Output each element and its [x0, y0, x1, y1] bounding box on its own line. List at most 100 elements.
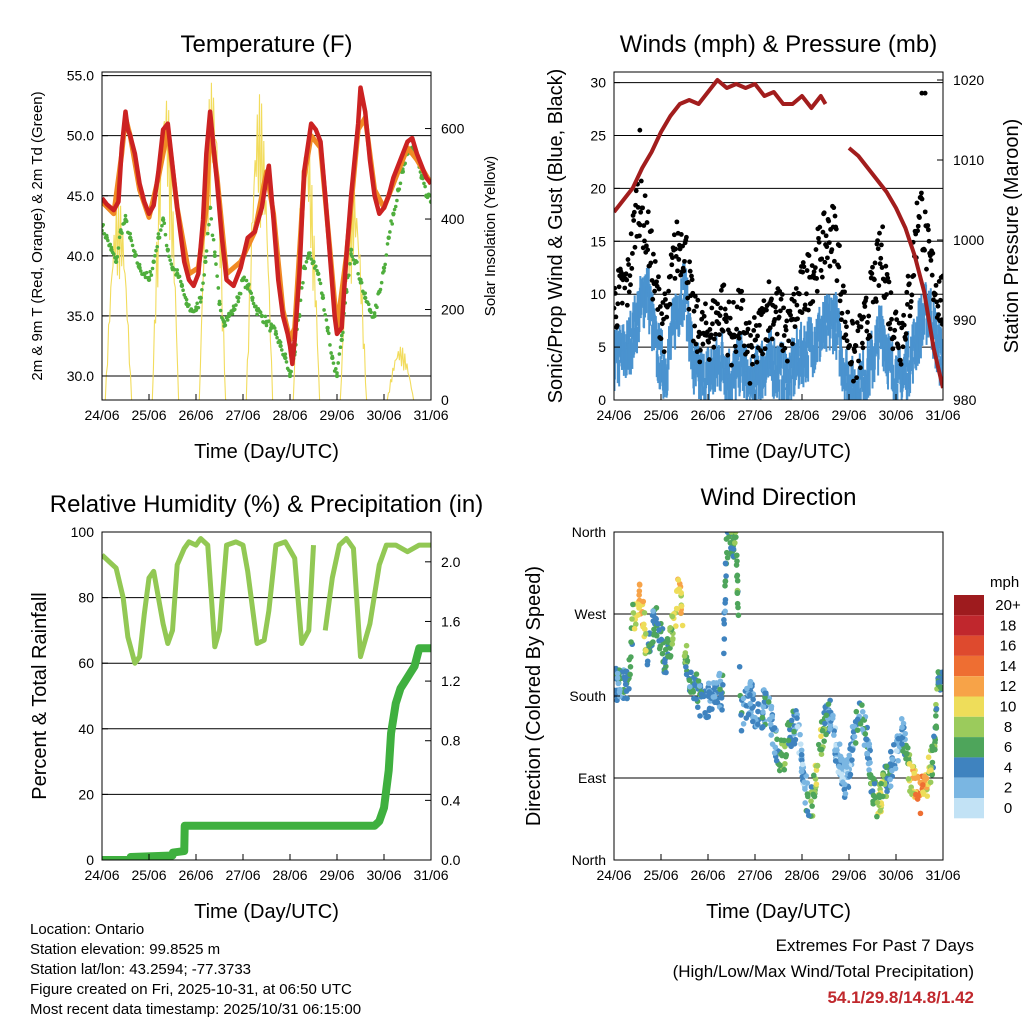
gust-point [862, 304, 868, 309]
gust-point [709, 305, 715, 311]
gust-point [826, 218, 832, 224]
dewpoint-point [275, 335, 279, 340]
gust-point [769, 296, 774, 302]
direction-point [760, 724, 766, 730]
dewpoint-point [201, 281, 205, 285]
gust-point [932, 291, 938, 297]
gust-point [829, 247, 835, 253]
location-text: Location: Ontario [30, 921, 145, 938]
winds-x-tick-label: 26/06 [690, 407, 725, 423]
winds-right-y-tick-label: 990 [953, 312, 977, 328]
dewpoint-point [428, 193, 431, 198]
dewpoint-point [123, 213, 128, 218]
gust-point [751, 315, 757, 320]
direction-point [783, 752, 790, 758]
direction-point [917, 810, 924, 817]
gust-point [642, 238, 647, 244]
direction-point [617, 686, 623, 693]
gust-point [710, 321, 715, 327]
direction-point [669, 613, 676, 620]
direction-point [929, 759, 936, 766]
dewpoint-point [366, 302, 371, 307]
gust-point [737, 330, 743, 336]
dewpoint-point [260, 314, 264, 318]
wind-direction-x-tick-label: 27/06 [737, 867, 772, 883]
gust-point [670, 255, 675, 261]
gust-point [687, 268, 693, 274]
gust-point [637, 127, 643, 133]
temperature-x-tick-label: 25/06 [131, 407, 166, 423]
gust-point [619, 300, 625, 306]
wind-direction-x-tick-label: 28/06 [784, 867, 819, 883]
direction-point [801, 779, 808, 785]
humidity-y-tick-label: 100 [71, 524, 95, 540]
direction-point [721, 650, 727, 657]
direction-point [734, 589, 741, 596]
dewpoint-point [149, 273, 154, 277]
gust-point [915, 223, 921, 229]
gust-point [664, 314, 670, 320]
direction-point [799, 757, 805, 763]
direction-point [667, 625, 673, 631]
direction-point [805, 812, 812, 819]
direction-point [837, 757, 844, 763]
gust-point [826, 240, 832, 246]
gust-point [802, 302, 808, 308]
dewpoint-point [372, 311, 377, 315]
direction-point [920, 791, 927, 797]
gust-point [905, 302, 910, 307]
dewpoint-point [182, 293, 187, 297]
gust-point [779, 292, 785, 297]
dewpoint-point [420, 176, 425, 181]
direction-point [776, 762, 783, 768]
direction-point [933, 706, 940, 712]
direction-point [717, 686, 723, 693]
legend-label: 8 [1004, 719, 1012, 736]
gust-point [886, 279, 892, 285]
direction-point [636, 588, 643, 594]
temperature-x-tick-label: 28/06 [272, 407, 307, 423]
gust-point [903, 331, 909, 337]
direction-point [626, 656, 633, 663]
gust-point [650, 296, 656, 302]
direction-point [773, 757, 780, 764]
humidity-x-tick-label: 24/06 [84, 867, 119, 883]
direction-point [797, 731, 803, 738]
direction-point [678, 590, 684, 596]
gust-point [658, 336, 664, 342]
direction-point [761, 699, 768, 705]
temperature-right-y-axis-label: Solar Insolation (Yellow) [482, 156, 499, 316]
direction-point [712, 699, 718, 706]
dewpoint-point [158, 228, 163, 232]
gust-point [734, 304, 740, 310]
dewpoint-point [355, 260, 359, 264]
dewpoint-point [363, 291, 368, 295]
dewpoint-point [397, 187, 402, 191]
dewpoint-point [336, 361, 340, 365]
legend-swatch [954, 737, 984, 758]
direction-point [787, 726, 793, 733]
gust-point [786, 338, 792, 344]
dewpoint-point [198, 300, 203, 304]
gust-point [832, 213, 838, 219]
gust-point [934, 299, 940, 305]
legend-swatch [954, 655, 984, 677]
dewpoint-point [153, 253, 157, 258]
dewpoint-point [308, 251, 312, 255]
direction-point [905, 776, 912, 782]
direction-point [635, 612, 641, 618]
legend-label: 0 [1004, 800, 1012, 817]
dewpoint-point [207, 222, 211, 227]
legend-label: 14 [1000, 658, 1017, 675]
gust-point [751, 327, 757, 333]
gust-point [635, 204, 641, 210]
dewpoint-point [357, 277, 362, 281]
humidity-right-y-tick-label: 0.8 [441, 733, 461, 749]
direction-point [887, 783, 894, 789]
gust-point [844, 338, 850, 344]
gust-point [767, 325, 773, 331]
dewpoint-point [177, 274, 182, 279]
dewpoint-point [328, 343, 332, 347]
gust-point [630, 251, 635, 256]
